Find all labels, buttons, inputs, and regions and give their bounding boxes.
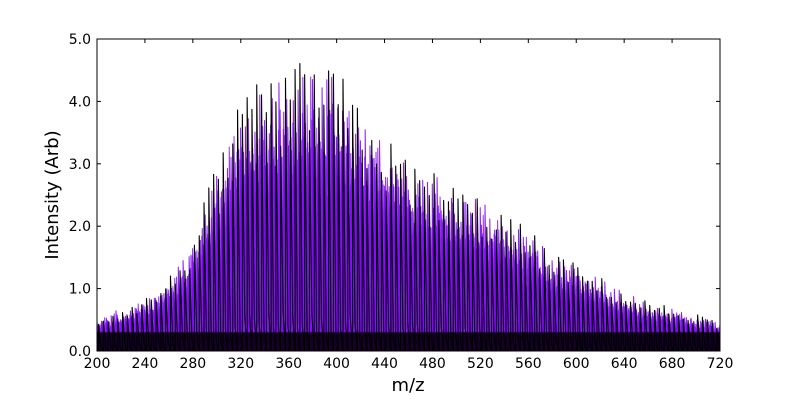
y-axis-title: Intensity (Arb) <box>42 130 63 259</box>
y-tick-label: 2.0 <box>69 219 91 235</box>
x-tick-label: 680 <box>659 356 686 372</box>
y-tick-label: 1.0 <box>69 282 91 298</box>
y-axis: 0.0 1.0 2.0 3.0 4.0 5.0 <box>69 32 720 360</box>
x-tick-label: 640 <box>611 356 638 372</box>
x-axis-title: m/z <box>391 375 424 396</box>
series-layer <box>97 63 720 351</box>
x-tick-label: 280 <box>179 356 206 372</box>
y-tick-label: 5.0 <box>69 32 91 48</box>
baseline-noise <box>97 332 720 351</box>
x-tick-label: 400 <box>323 356 350 372</box>
x-tick-label: 440 <box>371 356 398 372</box>
x-tick-label: 200 <box>84 356 111 372</box>
x-tick-label: 560 <box>515 356 542 372</box>
x-tick-label: 360 <box>275 356 302 372</box>
y-tick-label: 3.0 <box>69 157 91 173</box>
x-tick-label: 720 <box>707 356 734 372</box>
x-tick-label: 520 <box>467 356 494 372</box>
x-tick-label: 320 <box>227 356 254 372</box>
y-tick-label: 0.0 <box>69 344 91 360</box>
y-tick-label: 4.0 <box>69 94 91 110</box>
x-tick-label: 240 <box>132 356 159 372</box>
x-tick-label: 600 <box>563 356 590 372</box>
x-axis: 200 240 280 320 360 400 440 480 520 560 600 640 680 7… <box>84 39 734 372</box>
x-tick-label: 480 <box>419 356 446 372</box>
plot-frame <box>96 38 721 352</box>
